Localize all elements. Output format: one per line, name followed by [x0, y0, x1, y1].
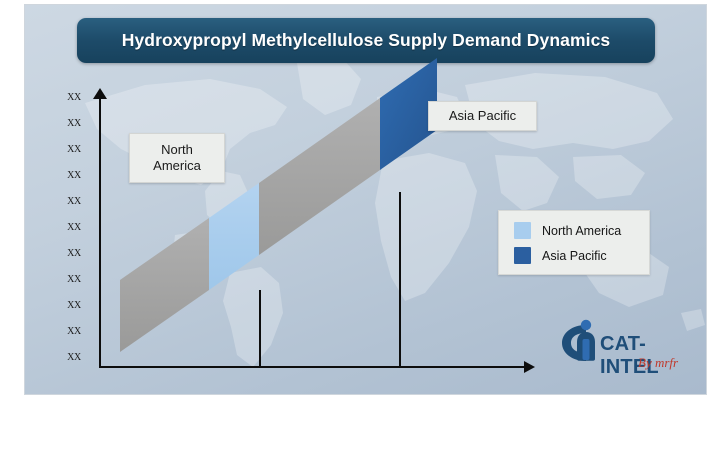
drop-line-asia-pacific	[399, 192, 401, 367]
y-axis-tick: XX	[67, 196, 81, 207]
x-axis-line	[99, 366, 527, 368]
legend-swatch-north-america	[514, 222, 531, 239]
x-axis-arrow-icon	[524, 361, 535, 373]
callout-asia-pacific-label: Asia Pacific	[448, 108, 517, 124]
logo-wordmark: CAT-INTEL	[600, 333, 659, 378]
legend-label-asia-pacific: Asia Pacific	[542, 248, 607, 263]
legend-item-asia-pacific: Asia Pacific	[514, 243, 649, 268]
page-title: Hydroxypropyl Methylcellulose Supply Dem…	[121, 30, 611, 50]
y-axis-tick: XX	[67, 352, 81, 363]
legend-item-north-america: North America	[514, 218, 649, 243]
chart-title-bar: Hydroxypropyl Methylcellulose Supply Dem…	[77, 18, 655, 63]
callout-asia-pacific: Asia Pacific	[428, 101, 537, 131]
legend-label-north-america: North America	[542, 223, 622, 238]
callout-north-america-label: North America	[153, 142, 201, 173]
y-axis-tick: XX	[67, 170, 81, 181]
y-axis-tick: XX	[67, 300, 81, 311]
y-axis-arrow-icon	[93, 88, 107, 99]
callout-north-america: North America	[129, 133, 225, 183]
y-axis-tick: XX	[67, 326, 81, 337]
chart-panel: Hydroxypropyl Methylcellulose Supply Dem…	[24, 4, 707, 395]
y-axis-tick: XX	[67, 118, 81, 129]
band-segment-gray-2	[259, 98, 380, 255]
y-axis-tick: XX	[67, 92, 81, 103]
y-axis-line	[99, 97, 101, 368]
chart-legend: North America Asia Pacific	[498, 210, 650, 275]
y-axis-tick: XX	[67, 274, 81, 285]
c-with-person-icon	[562, 319, 595, 361]
logo-tagline: By mrfr	[638, 355, 679, 370]
brand-logo: CAT-INTEL By mrfr	[556, 315, 696, 381]
y-axis-tick: XX	[67, 222, 81, 233]
y-axis-tick: XX	[67, 248, 81, 259]
band-segment-north-america	[209, 183, 259, 290]
band-segment-gray-1	[120, 218, 209, 352]
drop-line-north-america	[259, 290, 261, 367]
y-axis-tick: XX	[67, 144, 81, 155]
legend-swatch-asia-pacific	[514, 247, 531, 264]
